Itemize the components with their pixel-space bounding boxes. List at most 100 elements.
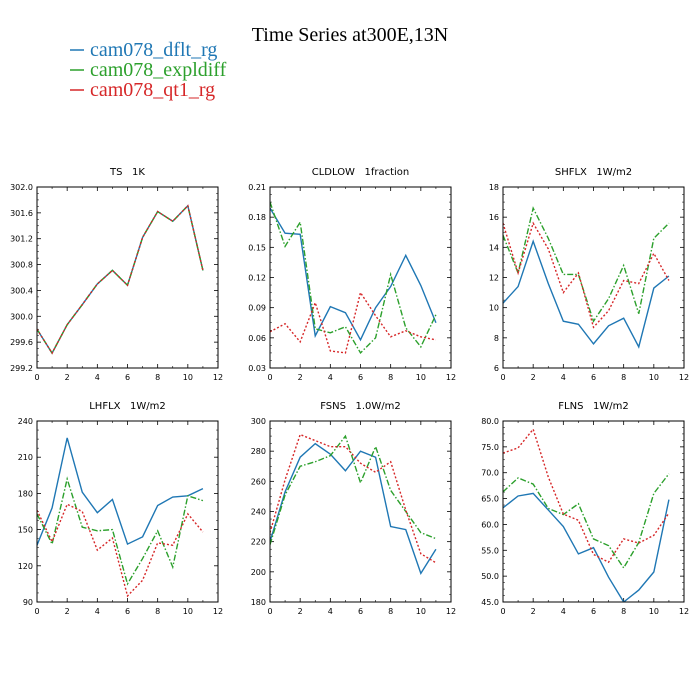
series-line-cam078_qt1_rg bbox=[270, 290, 437, 354]
panel-4: FSNS 1.0W/m2 0 2 4 6 8 10 12 180 200 220 240 260 280 3… bbox=[251, 401, 456, 616]
legend: cam078_dflt_rgcam078_expldiffcam078_qt1_… bbox=[70, 39, 227, 101]
series-line-cam078_dflt_rg bbox=[503, 239, 670, 349]
y-tick-label: 220 bbox=[251, 538, 266, 547]
y-tick-label: 60.0 bbox=[481, 520, 499, 529]
y-tick-label: 0.12 bbox=[248, 274, 266, 283]
y-tick-label: 180 bbox=[251, 598, 266, 607]
plot-frame bbox=[269, 420, 452, 603]
panel-1: CLDLOW 1fraction 0 2 4 6 8 10 12 0.03 0.06 0.09 0.1… bbox=[248, 167, 456, 382]
legend-label: cam078_qt1_rg bbox=[90, 79, 215, 101]
x-tick-label: 0 bbox=[267, 373, 272, 382]
series-line-cam078_qt1_rg bbox=[503, 427, 670, 564]
figure-title: Time Series at300E,13N bbox=[252, 24, 448, 46]
x-tick-label: 8 bbox=[155, 607, 160, 616]
x-tick-label: 0 bbox=[34, 607, 39, 616]
y-tick-label: 200 bbox=[251, 568, 266, 577]
y-tick-label: 65.0 bbox=[481, 495, 499, 504]
x-tick-label: 10 bbox=[649, 373, 659, 382]
y-tick-label: 180 bbox=[18, 489, 33, 498]
series-line-cam078_qt1_rg bbox=[37, 204, 204, 355]
series-line-cam078_dflt_rg bbox=[37, 437, 204, 546]
panel-title: LHFLX 1W/m2 bbox=[89, 401, 166, 412]
series-line-cam078_dflt_rg bbox=[503, 492, 670, 602]
y-tick-label: 18 bbox=[489, 183, 499, 192]
x-tick-label: 10 bbox=[416, 607, 426, 616]
y-tick-label: 70.0 bbox=[481, 469, 499, 478]
y-tick-label: 150 bbox=[18, 526, 33, 535]
y-tick-label: 280 bbox=[251, 447, 266, 456]
x-tick-label: 6 bbox=[591, 373, 596, 382]
series-line-cam078_qt1_rg bbox=[503, 221, 670, 329]
x-tick-label: 4 bbox=[328, 607, 333, 616]
panel-0: TS 1K 0 2 4 6 8 10 12 299.2 299.6 300.0 300.4 300.8 3… bbox=[10, 167, 223, 382]
series-line-cam078_dflt_rg bbox=[37, 204, 204, 355]
x-tick-label: 2 bbox=[298, 607, 303, 616]
legend-label: cam078_dflt_rg bbox=[90, 39, 217, 61]
panel-title: TS 1K bbox=[109, 167, 145, 178]
y-tick-label: 300.8 bbox=[10, 261, 33, 270]
series-line-cam078_expldiff bbox=[503, 206, 670, 323]
x-tick-label: 12 bbox=[679, 607, 689, 616]
y-tick-label: 300.0 bbox=[10, 312, 33, 321]
y-tick-label: 80.0 bbox=[481, 417, 499, 426]
y-tick-label: 300.4 bbox=[10, 286, 33, 295]
x-tick-label: 2 bbox=[531, 607, 536, 616]
y-tick-label: 260 bbox=[251, 477, 266, 486]
x-tick-label: 4 bbox=[561, 607, 566, 616]
series-line-cam078_dflt_rg bbox=[270, 442, 437, 575]
legend-label: cam078_expldiff bbox=[90, 59, 227, 81]
y-tick-label: 12 bbox=[489, 274, 499, 283]
y-tick-label: 0.09 bbox=[248, 304, 266, 313]
plot-frame bbox=[502, 420, 685, 603]
y-tick-label: 50.0 bbox=[481, 572, 499, 581]
x-tick-label: 2 bbox=[298, 373, 303, 382]
x-tick-label: 8 bbox=[388, 607, 393, 616]
y-tick-label: 55.0 bbox=[481, 546, 499, 555]
panel-title: FSNS 1.0W/m2 bbox=[320, 401, 401, 412]
x-tick-label: 10 bbox=[183, 373, 193, 382]
x-tick-label: 2 bbox=[65, 373, 70, 382]
y-tick-label: 301.2 bbox=[10, 235, 33, 244]
y-tick-label: 120 bbox=[18, 562, 33, 571]
y-tick-label: 75.0 bbox=[481, 443, 499, 452]
x-tick-label: 4 bbox=[328, 373, 333, 382]
y-tick-label: 16 bbox=[489, 213, 499, 222]
y-tick-label: 90 bbox=[23, 598, 33, 607]
y-tick-label: 240 bbox=[18, 417, 33, 426]
y-tick-label: 302.0 bbox=[10, 183, 33, 192]
y-tick-label: 6 bbox=[494, 364, 499, 373]
x-tick-label: 12 bbox=[213, 607, 223, 616]
plot-frame bbox=[269, 186, 452, 369]
series-line-cam078_expldiff bbox=[270, 201, 437, 355]
y-tick-label: 210 bbox=[18, 453, 33, 462]
y-tick-label: 0.06 bbox=[248, 334, 266, 343]
x-tick-label: 8 bbox=[621, 373, 626, 382]
y-tick-label: 0.21 bbox=[248, 183, 266, 192]
y-tick-label: 301.6 bbox=[10, 209, 33, 218]
y-tick-label: 240 bbox=[251, 508, 266, 517]
x-tick-label: 6 bbox=[125, 373, 130, 382]
x-tick-label: 6 bbox=[591, 607, 596, 616]
x-tick-label: 10 bbox=[649, 607, 659, 616]
x-tick-label: 12 bbox=[679, 373, 689, 382]
panel-title: SHFLX 1W/m2 bbox=[555, 167, 632, 178]
plot-frame bbox=[36, 420, 219, 603]
x-tick-label: 0 bbox=[34, 373, 39, 382]
series-line-cam078_dflt_rg bbox=[270, 207, 437, 342]
plot-frame bbox=[502, 186, 685, 369]
x-tick-label: 12 bbox=[446, 373, 456, 382]
series-line-cam078_expldiff bbox=[503, 473, 670, 570]
x-tick-label: 10 bbox=[416, 373, 426, 382]
x-tick-label: 0 bbox=[500, 607, 505, 616]
series-line-cam078_qt1_rg bbox=[37, 503, 204, 598]
panel-3: LHFLX 1W/m2 0 2 4 6 8 10 12 90 120 150 180 210 240 bbox=[18, 401, 223, 616]
x-tick-label: 12 bbox=[213, 373, 223, 382]
x-tick-label: 8 bbox=[621, 607, 626, 616]
x-tick-label: 12 bbox=[446, 607, 456, 616]
y-tick-label: 0.15 bbox=[248, 243, 266, 252]
x-tick-label: 2 bbox=[65, 607, 70, 616]
y-tick-label: 45.0 bbox=[481, 598, 499, 607]
y-tick-label: 0.03 bbox=[248, 364, 266, 373]
x-tick-label: 6 bbox=[125, 607, 130, 616]
